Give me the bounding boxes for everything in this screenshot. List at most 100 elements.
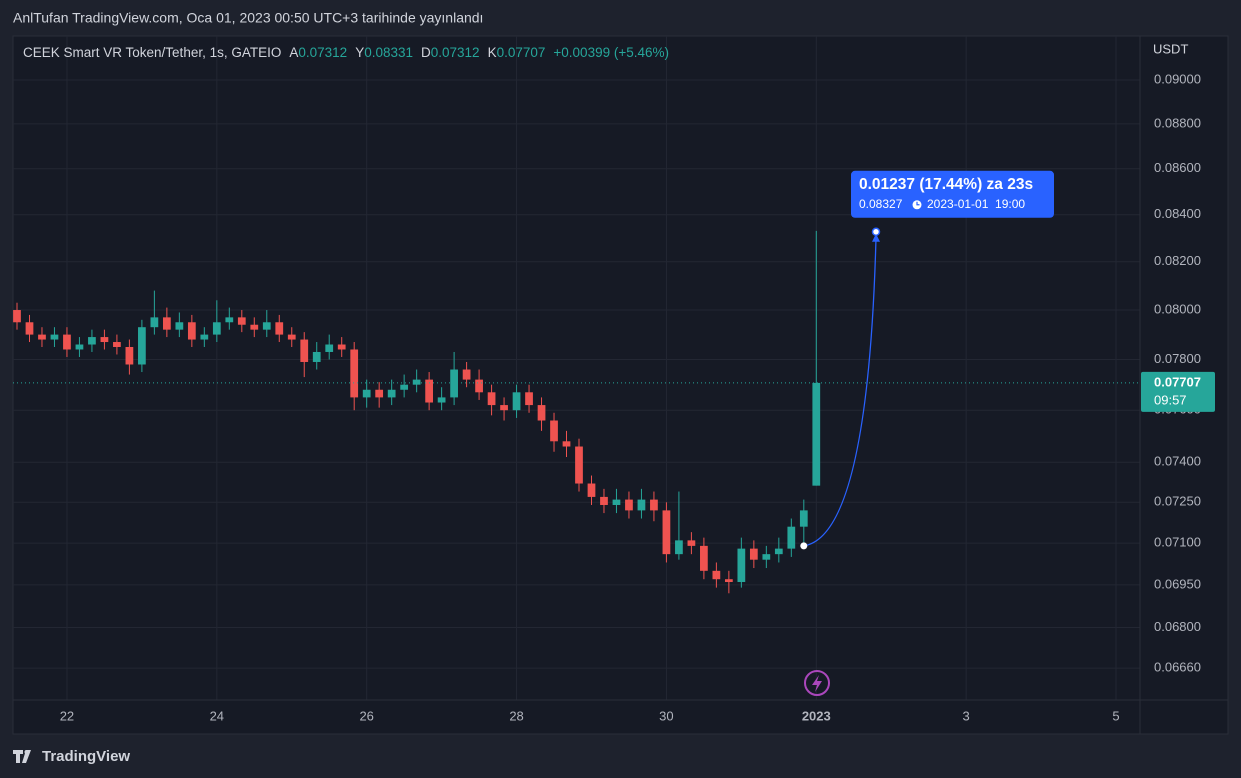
candle-body — [113, 342, 121, 347]
y-tick-label: 0.07250 — [1154, 494, 1201, 509]
candle-body — [774, 548, 783, 555]
candle-body — [487, 392, 496, 406]
candle-body — [687, 540, 696, 546]
candle-body — [150, 317, 159, 328]
x-tick-label: 3 — [963, 708, 970, 723]
x-tick-label: 5 — [1112, 708, 1119, 723]
measure-arrowhead — [872, 233, 880, 242]
candle-body — [225, 317, 234, 323]
candle-body — [675, 540, 683, 555]
x-tick-label: 28 — [509, 708, 523, 723]
y-tick-label: 0.07100 — [1154, 535, 1201, 550]
candle-body — [125, 346, 134, 365]
ohlc-value: 0.07707 — [496, 45, 546, 60]
y-tick-label: 0.06950 — [1154, 576, 1201, 591]
measure-end-price: 0.08327 — [859, 197, 903, 211]
measure-label: 0.01237 (17.44%) za 23s — [859, 176, 1033, 193]
candle-body — [462, 369, 471, 380]
candle-body — [799, 510, 808, 527]
candle-body — [275, 322, 284, 335]
measure-curve — [803, 237, 877, 547]
candle-body — [600, 496, 608, 505]
candle-body — [13, 310, 21, 323]
x-tick-label: 26 — [359, 708, 373, 723]
change: +0.00399 (+5.46%) — [553, 45, 669, 60]
y-tick-label: 0.08000 — [1154, 301, 1201, 316]
candle-body — [25, 322, 34, 335]
candle-body — [88, 337, 96, 345]
brand-logo — [13, 750, 31, 763]
candle-body — [749, 548, 758, 560]
candle-body — [38, 334, 46, 340]
candle-body — [587, 483, 596, 497]
candle-body — [387, 389, 396, 398]
candle-body — [287, 334, 296, 340]
measure-box — [851, 170, 1054, 218]
candle-body — [375, 389, 384, 398]
candle-body — [337, 344, 346, 350]
candle-body — [412, 379, 421, 385]
candle-body — [312, 351, 321, 362]
ohlc-key: D — [421, 45, 431, 60]
grid — [13, 36, 1140, 700]
x-tick-label: 2023 — [802, 708, 831, 723]
candle-body — [100, 337, 109, 343]
candle-body — [50, 334, 59, 340]
y-tick-label: 0.08400 — [1154, 206, 1201, 221]
y-tick-label: 0.08800 — [1154, 115, 1201, 130]
ohlc-value: 0.07312 — [430, 45, 480, 60]
candle-body — [537, 405, 546, 421]
candle-body — [812, 382, 821, 486]
candle-body — [575, 446, 583, 484]
ohlc-value: 0.07312 — [298, 45, 348, 60]
candle-body — [525, 392, 533, 406]
candle-body — [400, 384, 409, 390]
x-tick-label: 24 — [210, 708, 224, 723]
brand-name: TradingView — [42, 748, 130, 765]
candle-body — [762, 554, 771, 560]
y-tick-label: 0.06660 — [1154, 660, 1201, 675]
candle-body — [200, 334, 209, 340]
candle-body — [650, 499, 658, 511]
candle-body — [700, 545, 708, 571]
y-tick-label: 0.08600 — [1154, 160, 1201, 175]
clock-hands — [916, 201, 920, 206]
candle-body — [550, 420, 558, 442]
candle-body — [138, 327, 146, 365]
candle-body — [637, 499, 646, 511]
alert-icon — [804, 670, 830, 696]
candle-body — [162, 317, 171, 330]
candle-body — [362, 389, 371, 398]
last-price-label: 0.07707 — [1154, 374, 1201, 389]
candle-body — [425, 379, 434, 403]
y-tick-label: 0.07800 — [1154, 351, 1201, 366]
candle-body — [187, 322, 196, 340]
y-tick-label: 0.09000 — [1154, 71, 1201, 86]
candle-body — [262, 322, 271, 330]
candle-body — [712, 570, 721, 580]
last-price-badge — [1141, 371, 1215, 412]
candle-body — [475, 379, 483, 393]
measure-end — [871, 227, 881, 237]
candle-body — [612, 499, 621, 505]
candle-body — [75, 344, 84, 350]
ohlc-key: A — [289, 45, 299, 60]
candle-body — [325, 344, 334, 352]
publish-title: AnlTufan TradingView.com, Oca 01, 2023 0… — [13, 10, 483, 26]
candle-body — [175, 322, 184, 330]
candles — [13, 230, 821, 594]
candle-body — [662, 510, 671, 555]
candle-body — [437, 397, 446, 403]
candle-body — [212, 322, 221, 335]
y-tick-label: 0.08200 — [1154, 253, 1201, 268]
candle-body — [237, 317, 246, 325]
x-tick-label: 22 — [60, 708, 74, 723]
candle-body — [625, 499, 633, 511]
countdown: 09:57 — [1154, 392, 1187, 407]
candle-body — [724, 579, 733, 583]
candle-body — [300, 339, 309, 362]
measure-start — [800, 542, 808, 550]
candle-body — [787, 526, 796, 549]
